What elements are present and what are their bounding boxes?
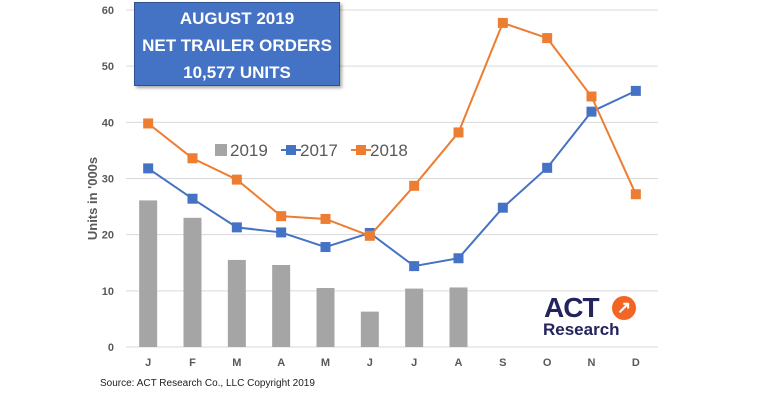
bar-2019 xyxy=(449,287,468,347)
bar-2019 xyxy=(183,217,202,347)
y-tick-label: 40 xyxy=(102,117,114,129)
y-tick-label: 10 xyxy=(102,286,114,298)
x-tick-label: M xyxy=(321,357,330,369)
point-2018 xyxy=(409,180,420,191)
y-tick-label: 0 xyxy=(108,342,114,354)
point-2017 xyxy=(630,85,641,96)
line-2018 xyxy=(147,21,637,237)
x-tick-label: S xyxy=(499,357,506,369)
point-2017 xyxy=(231,222,242,233)
callout-line1: AUGUST 2019 xyxy=(179,9,295,28)
x-tick-label: M xyxy=(232,357,241,369)
source-note: Source: ACT Research Co., LLC Copyright … xyxy=(100,378,315,389)
y-tick-label: 50 xyxy=(102,61,114,73)
line-2017 xyxy=(147,89,637,268)
point-2018 xyxy=(276,211,287,222)
x-tick-label: J xyxy=(367,357,373,369)
point-2017 xyxy=(586,106,597,117)
point-2018 xyxy=(630,189,641,200)
point-2017 xyxy=(143,163,154,174)
bar-2019 xyxy=(272,264,291,347)
legend-label-2019: 2019 xyxy=(230,141,268,160)
bar-2019 xyxy=(227,259,246,347)
x-tick-label: A xyxy=(277,357,285,369)
callout-box: AUGUST 2019 NET TRAILER ORDERS 10,577 UN… xyxy=(134,2,340,86)
point-2017 xyxy=(276,227,287,238)
point-2018 xyxy=(453,127,464,138)
y-tick-label: 20 xyxy=(102,230,114,242)
point-2018 xyxy=(320,213,331,224)
point-2018 xyxy=(187,153,198,164)
legend-marker-2018 xyxy=(356,145,366,155)
bar-2019 xyxy=(405,288,424,347)
legend-swatch-2019 xyxy=(215,144,227,156)
callout-line2: NET TRAILER ORDERS xyxy=(142,36,332,55)
y-axis-label: Units in '000s xyxy=(85,157,100,240)
point-2017 xyxy=(409,261,420,272)
legend-label-2017: 2017 xyxy=(300,141,338,160)
point-2018 xyxy=(364,230,375,241)
legend-label-2018: 2018 xyxy=(370,141,408,160)
y-tick-label: 30 xyxy=(102,174,114,186)
point-2017 xyxy=(320,242,331,253)
point-2018 xyxy=(586,91,597,102)
x-tick-label: A xyxy=(455,357,463,369)
point-2017 xyxy=(497,202,508,213)
x-tick-label: J xyxy=(145,357,151,369)
point-2018 xyxy=(542,33,553,44)
x-tick-label: D xyxy=(632,357,640,369)
x-tick-label: J xyxy=(411,357,417,369)
legend-marker-2017 xyxy=(286,145,296,155)
x-tick-label: N xyxy=(588,357,596,369)
bar-2019 xyxy=(360,311,379,347)
bar-2019 xyxy=(316,288,335,347)
callout-line3: 10,577 UNITS xyxy=(183,63,291,82)
point-2017 xyxy=(453,253,464,264)
point-2018 xyxy=(497,17,508,28)
x-tick-label: F xyxy=(189,357,196,369)
point-2017 xyxy=(187,193,198,204)
bar-2019 xyxy=(139,200,158,347)
point-2017 xyxy=(542,162,553,173)
arrow-icon: ↗ xyxy=(612,296,636,320)
point-2018 xyxy=(143,118,154,129)
point-2018 xyxy=(231,174,242,185)
act-research-logo: ACT ↗ Research xyxy=(543,292,654,342)
y-tick-label: 60 xyxy=(102,5,114,17)
x-tick-label: O xyxy=(543,357,552,369)
